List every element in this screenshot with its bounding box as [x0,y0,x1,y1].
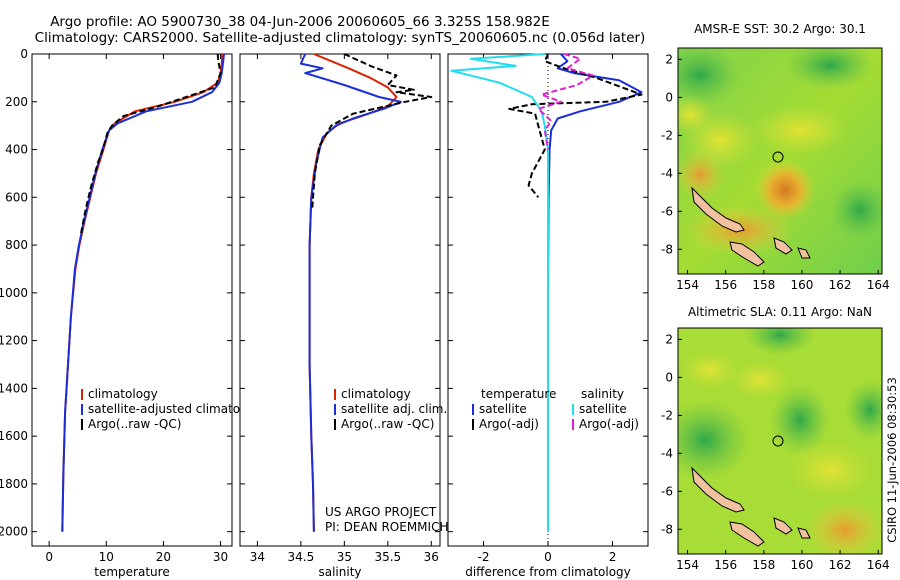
x-tick-label: 2 [609,550,617,564]
map-x-tick-label: 164 [867,558,890,572]
x-tick-label: 20 [156,550,171,564]
plot-frame [31,53,233,547]
legend-label: climatology [88,387,158,401]
y-tick-label: 2000 [0,525,28,539]
x-tick-label: 35 [337,550,352,564]
sla-map-panel: Altimetric SLA: 0.11 Argo: NaN 154 156 158… [661,305,890,572]
y-tick-label: 1400 [0,381,28,395]
map-y-tick-label: -2 [661,128,673,142]
legend-label: satellite adj. clim. [341,402,447,416]
map-x-tick-label: 156 [714,558,737,572]
map-x-tick-label: 164 [867,278,890,292]
plot-frame [239,53,441,547]
y-tick-label: 1800 [0,477,28,491]
annotation-text: US ARGO PROJECT [325,505,437,519]
y-tick-label: 0 [20,47,28,61]
x-tick-label: 36 [424,550,439,564]
sst-map-frame [677,47,883,275]
map-y-tick-label: 2 [665,52,673,66]
x-tick-label: 0 [544,550,552,564]
legend-header: salinity [581,387,624,401]
series-line-salinity-argo-adj- [537,53,595,150]
legend-header: temperature [481,387,556,401]
sst-coastline [691,186,811,267]
x-axis-label: salinity [318,565,361,579]
map-y-tick-label: -6 [661,204,673,218]
legend-label: Argo(..raw -QC) [341,417,434,431]
map-x-tick-label: 158 [752,558,775,572]
sla-argo-marker [772,435,784,447]
x-tick-label: 30 [213,550,228,564]
map-x-tick-label: 154 [676,278,699,292]
map-y-tick-label: 0 [665,90,673,104]
x-tick-label: 0 [45,550,53,564]
side-timestamp: CSIRO 11-Jun-2006 08:30:53 [885,377,899,543]
x-tick-label: 34 [250,550,265,564]
figure-title-line1: Argo profile: AO 5900730_38 04-Jun-2006 … [50,14,550,30]
x-tick-label: 35.5 [374,550,401,564]
map-x-tick-label: 160 [790,278,813,292]
sst-argo-marker [772,151,784,163]
sla-map-title: Altimetric SLA: 0.11 Argo: NaN [688,305,872,319]
map-y-tick-label: 0 [665,370,673,384]
legend-label: Argo(-adj) [579,417,639,431]
map-x-tick-label: 162 [829,558,852,572]
map-x-tick-label: 160 [790,558,813,572]
map-y-tick-label: -8 [661,242,673,256]
y-tick-label: 200 [5,95,28,109]
map-x-tick-label: 154 [676,558,699,572]
map-y-tick-label: -8 [661,522,673,536]
map-x-tick-label: 156 [714,278,737,292]
series-line-argo-raw-qc- [80,53,222,234]
y-tick-label: 1000 [0,286,28,300]
sla-coastline [691,466,811,547]
legend-label: satellite [579,402,627,416]
x-axis-label: difference from climatology [465,565,631,579]
series-line-argo-raw-qc- [311,53,433,210]
series-line-satellite-adj-clim- [299,53,402,532]
map-x-tick-label: 162 [829,278,852,292]
temperature-panel: 0 10 20 30 0 200 400 600 800 1000 1200 1400 1600 1800… [0,47,266,579]
sst-map-panel: AMSR-E SST: 30.2 Argo: 30.1 154 156 158 160… [661,22,890,292]
map-y-tick-label: -2 [661,408,673,422]
y-tick-label: 600 [5,190,28,204]
map-y-tick-label: 2 [665,332,673,346]
legend-label: climatology [341,387,411,401]
series-line-salinity-satellite [450,53,549,532]
x-tick-label: 34.5 [288,550,315,564]
series-line-temperature-argo-adj- [508,53,643,198]
map-y-tick-label: -4 [661,166,673,180]
figure-title-line2: Climatology: CARS2000. Satellite-adjuste… [35,30,646,46]
sst-map-title: AMSR-E SST: 30.2 Argo: 30.1 [694,22,866,36]
x-axis-label: temperature [94,565,169,579]
sla-heatmap [678,328,882,554]
annotation-text: PI: DEAN ROEMMICH [325,520,448,534]
sst-heatmap [678,48,882,274]
x-tick-label: 10 [99,550,114,564]
sla-map-frame [677,327,883,555]
y-tick-label: 1200 [0,334,28,348]
legend-label: satellite [479,402,527,416]
x-tick-label: -2 [477,550,489,564]
legend-label: Argo(-adj) [479,417,539,431]
salinity-panel: 34 34.5 35 35.5 36 salinity climatologysatelli… [239,53,448,579]
map-x-tick-label: 158 [752,278,775,292]
legend-label: satellite-adjusted climatology [88,402,266,416]
y-tick-label: 400 [5,143,28,157]
y-tick-label: 1600 [0,429,28,443]
y-tick-label: 800 [5,238,28,252]
legend-label: Argo(..raw -QC) [88,417,181,431]
map-y-tick-label: -6 [661,484,673,498]
map-y-tick-label: -4 [661,446,673,460]
